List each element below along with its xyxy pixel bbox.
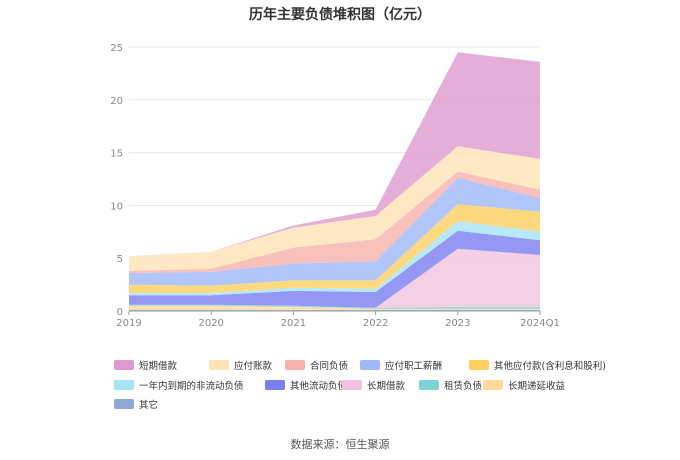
- legend-swatch: [114, 360, 134, 370]
- y-tick-label: 25: [110, 43, 123, 54]
- legend-swatch: [360, 360, 380, 370]
- x-tick-label: 2022: [363, 318, 388, 329]
- area-series-8: [129, 171, 540, 273]
- legend-item[interactable]: 短期借款: [114, 358, 177, 372]
- legend-swatch: [469, 360, 489, 370]
- legend-swatch: [114, 399, 134, 409]
- area-series-1: [129, 305, 540, 310]
- legend-item[interactable]: 长期借款: [342, 378, 405, 392]
- legend-swatch: [265, 379, 285, 390]
- legend-item[interactable]: 租赁负债: [419, 378, 482, 392]
- legend-swatch: [114, 379, 134, 390]
- x-tick-label: 2024Q1: [520, 318, 560, 329]
- area-series-6: [129, 204, 540, 293]
- area-series-2: [129, 304, 540, 309]
- legend-label: 一年内到期的非流动负债: [139, 380, 244, 392]
- y-tick-label: 20: [110, 96, 123, 107]
- legend-label: 其他应付款(含利息和股利): [494, 361, 606, 372]
- legend-label: 合同负债: [310, 361, 349, 372]
- legend-item[interactable]: 其他流动负债: [265, 378, 347, 392]
- legend-swatch: [483, 379, 503, 390]
- legend-swatch: [342, 379, 362, 390]
- legend-label: 租赁负债: [444, 380, 483, 392]
- legend-item[interactable]: 应付账款: [209, 358, 272, 372]
- legend-item[interactable]: 其他应付款(含利息和股利): [469, 358, 606, 372]
- legend-item[interactable]: 一年内到期的非流动负债: [114, 378, 244, 392]
- area-series-4: [129, 230, 540, 308]
- legend-label: 短期借款: [139, 361, 178, 372]
- chart-title: 历年主要负债堆积图（亿元）: [249, 7, 431, 23]
- x-tick-label: 2021: [281, 318, 306, 329]
- y-tick-label: 10: [110, 201, 123, 212]
- x-tick-label: 2020: [198, 318, 223, 329]
- legend-item[interactable]: 合同负债: [285, 358, 348, 372]
- x-tick-label: 2023: [445, 318, 470, 329]
- data-source-note: 数据来源：恒生聚源: [290, 438, 390, 451]
- area-series-7: [129, 177, 540, 286]
- y-tick-label: 0: [117, 307, 123, 318]
- legend-label: 应付账款: [234, 361, 273, 372]
- legend-swatch: [419, 379, 439, 390]
- legend-label: 长期借款: [367, 380, 406, 392]
- area-series-9: [129, 146, 540, 271]
- legend-swatch: [285, 360, 305, 370]
- legend-item[interactable]: 长期递延收益: [483, 378, 565, 392]
- x-tick-label: 2019: [116, 318, 141, 329]
- y-tick-label: 5: [117, 254, 123, 265]
- legend-label: 其他流动负债: [290, 380, 348, 392]
- legend-label: 长期递延收益: [508, 380, 566, 392]
- area-series-3: [129, 248, 540, 308]
- legend-swatch: [209, 360, 229, 370]
- legend-item[interactable]: 其它: [114, 397, 158, 411]
- legend-item[interactable]: 应付职工薪酬: [360, 358, 442, 372]
- area-series-5: [129, 221, 540, 296]
- area-series-10: [129, 52, 540, 257]
- legend-label: 应付职工薪酬: [385, 361, 443, 372]
- y-tick-label: 15: [110, 149, 123, 160]
- legend-label: 其它: [139, 400, 159, 411]
